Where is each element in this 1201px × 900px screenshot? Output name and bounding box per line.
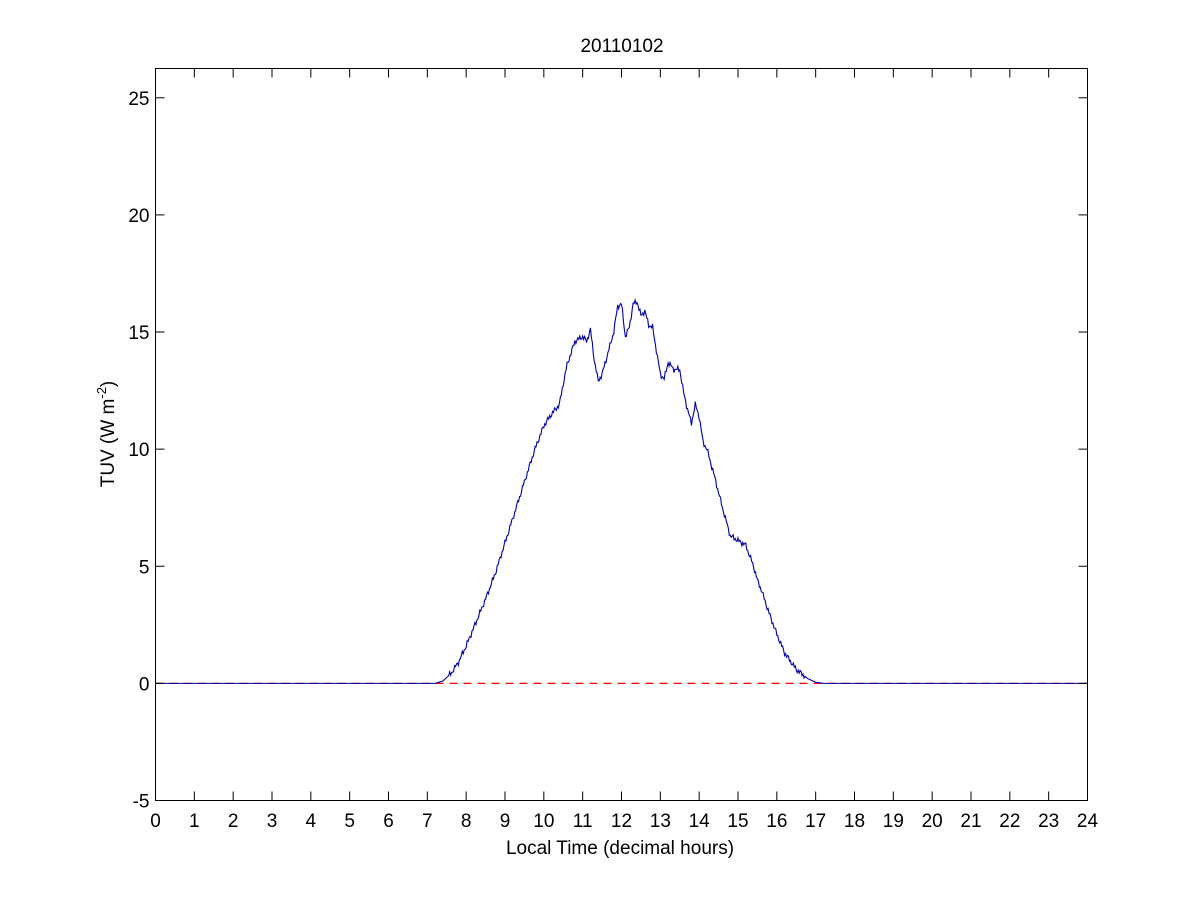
x-tick-label: 11 [573, 811, 593, 832]
x-tick-label: 8 [461, 811, 472, 832]
x-tick-label: 6 [383, 811, 394, 832]
x-tick-label: 23 [1038, 811, 1059, 832]
x-tick-label: 12 [611, 811, 632, 832]
x-axis-title: Local Time (decimal hours) [506, 838, 734, 859]
y-axis-ticks: -5 0 5 10 15 20 25 [128, 89, 1088, 813]
x-tick-label: 18 [844, 811, 865, 832]
y-tick-label: 5 [139, 557, 150, 578]
y-axis-title: TUV (W m-2) [94, 381, 119, 488]
x-tick-label: 0 [150, 811, 161, 832]
x-tick-label: 22 [999, 811, 1020, 832]
y-tick-label: 0 [139, 674, 150, 695]
y-tick-label: 20 [128, 206, 149, 227]
x-tick-label: 14 [689, 811, 711, 832]
x-tick-label: 3 [267, 811, 278, 832]
x-tick-label: 1 [189, 811, 200, 832]
x-tick-label: 17 [805, 811, 826, 832]
x-tick-label: 24 [1077, 811, 1099, 832]
x-axis-ticks: 0 1 2 3 4 5 6 7 8 9 10 11 12 13 14 15 16 17 18 19 20 21 22 23 24 [150, 68, 1099, 832]
y-tick-label: 15 [128, 323, 149, 344]
y-axis-title-close: ) [98, 381, 119, 387]
y-axis-title-superscript: -2 [94, 387, 109, 399]
plot-area-frame [155, 68, 1088, 801]
y-tick-label: 25 [128, 89, 149, 110]
x-tick-label: 9 [500, 811, 511, 832]
x-tick-label: 7 [422, 811, 433, 832]
tuv-series [155, 297, 1088, 684]
x-tick-label: 16 [766, 811, 787, 832]
chart-title: 20110102 [580, 36, 663, 57]
x-tick-label: 15 [727, 811, 748, 832]
x-tick-label: 5 [344, 811, 355, 832]
x-tick-label: 2 [228, 811, 239, 832]
y-tick-label: -5 [133, 792, 150, 813]
tuv-series-line [155, 297, 1088, 684]
x-tick-label: 19 [883, 811, 904, 832]
y-axis-title-main: TUV (W m [98, 399, 119, 488]
x-tick-label: 4 [306, 811, 317, 832]
x-tick-label: 13 [650, 811, 671, 832]
x-tick-label: 21 [960, 811, 981, 832]
x-tick-label: 20 [922, 811, 943, 832]
y-tick-label: 10 [128, 440, 149, 461]
x-tick-label: 10 [533, 811, 554, 832]
